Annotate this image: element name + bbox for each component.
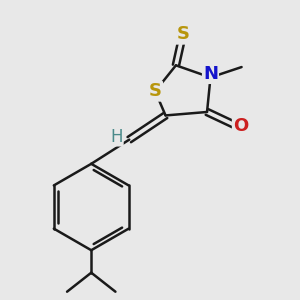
Text: O: O — [233, 117, 248, 135]
Text: N: N — [203, 65, 218, 83]
Text: H: H — [110, 128, 123, 146]
Text: S: S — [149, 82, 162, 100]
Text: S: S — [176, 25, 189, 43]
